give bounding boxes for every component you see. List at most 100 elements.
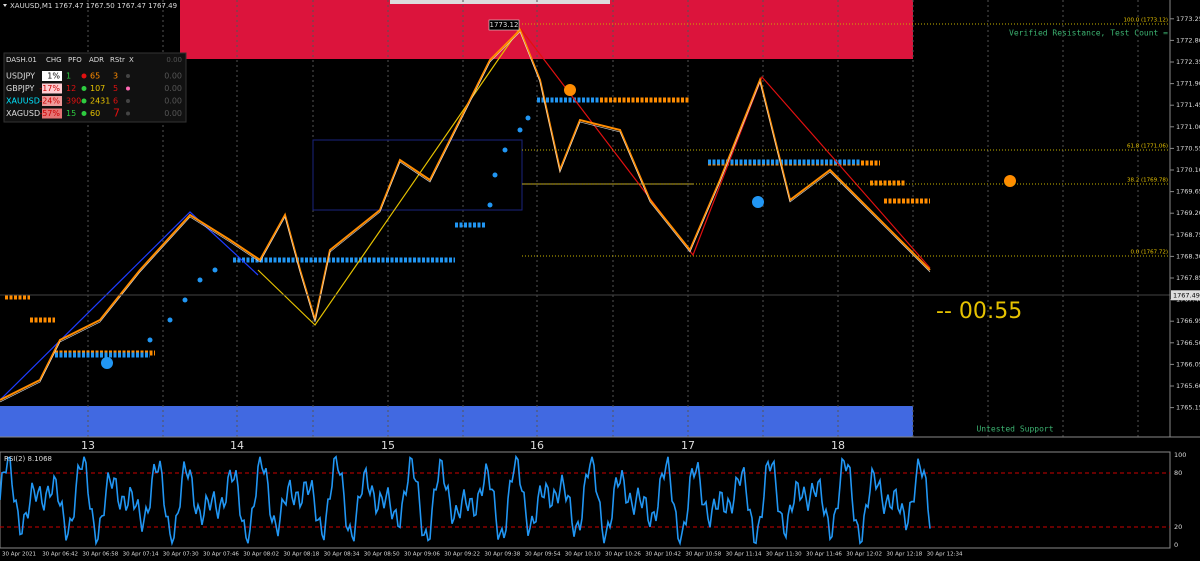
time-label: 30 Apr 09:38 [484, 552, 520, 558]
time-label: 30 Apr 09:22 [444, 552, 480, 558]
value: 0.00 [164, 109, 182, 118]
rstr: 6 [113, 97, 118, 106]
price-series [0, 28, 931, 401]
adr: 2431 [90, 97, 110, 106]
time-label: 30 Apr 07:14 [123, 552, 159, 558]
status-dot [81, 73, 87, 79]
price-tick-label: 1771.00 [1176, 123, 1200, 131]
pfo: 15 [66, 109, 76, 118]
price-tick-label: 1766.95 [1176, 317, 1200, 325]
price-axis: 1773.25 1772.80 1772.35 1771.90 1771.45 1771.… [1170, 15, 1200, 412]
time-label: 30 Apr 08:34 [324, 552, 360, 558]
countdown: -- 00:55 [936, 299, 1022, 324]
current-price-box [1171, 290, 1200, 301]
price-tick-label: 1766.05 [1176, 360, 1200, 368]
indicator-dots [147, 115, 531, 343]
flag-dot [126, 99, 130, 103]
price-tick-label: 1772.35 [1176, 58, 1200, 66]
fibonacci: 100.0 (1773.12) 61.8 (1771.06) 38.2 (1769.… [522, 18, 1170, 257]
flag-dot [126, 111, 130, 116]
fib-label: 38.2 (1769.78) [1127, 178, 1168, 184]
value: 0.00 [164, 72, 182, 81]
fib-label: 61.8 (1771.06) [1127, 144, 1168, 150]
adr: 65 [90, 72, 100, 81]
chart-title: XAUUSD,M1 1767.47 1767.50 1767.47 1767.4… [10, 2, 177, 10]
change: -57% [39, 109, 60, 118]
time-label: 30 Apr 10:58 [685, 552, 721, 558]
support-zone [0, 406, 913, 437]
dashboard-header: ADR [89, 56, 104, 64]
rsi-tick-label: 0 [1174, 541, 1178, 549]
time-label: 30 Apr 09:54 [525, 552, 561, 558]
day-label: 14 [230, 439, 244, 452]
value: 0.00 [164, 84, 182, 93]
price-tick-label: 1766.50 [1176, 339, 1200, 347]
time-label: 30 Apr 06:42 [42, 552, 78, 558]
time-label: 30 Apr 11:46 [806, 552, 842, 558]
rsi-indicator: 100 80 20 0 [0, 451, 1186, 549]
change-cell [42, 83, 62, 94]
price-tick-label: 1765.15 [1176, 404, 1200, 412]
time-label: 30 Apr 11:14 [726, 552, 762, 558]
dashboard-panel [3, 52, 187, 123]
high-label: 1773.12 [490, 21, 519, 29]
change-cell [42, 71, 62, 81]
price-tick-label: 1768.30 [1176, 252, 1200, 260]
change-cell [42, 96, 62, 106]
day-label: 18 [831, 439, 845, 452]
day-label: 16 [530, 439, 544, 452]
price-series-wick [0, 31, 931, 403]
price-tick-label: 1770.10 [1176, 166, 1200, 174]
pfo: 12 [66, 84, 76, 93]
time-label: 30 Apr 07:46 [203, 552, 239, 558]
resistance-zone [180, 0, 913, 59]
pfo: 390 [66, 97, 81, 106]
rsi-line [0, 454, 931, 547]
indicator-levels [5, 97, 930, 358]
time-label: 30 Apr 10:42 [645, 552, 681, 558]
time-label: 30 Apr 2021 [2, 552, 36, 558]
status-dot [81, 98, 87, 104]
scroll-bar[interactable] [390, 0, 610, 4]
value: 0.00 [164, 97, 182, 106]
day-label: 13 [81, 439, 95, 452]
price-tick-label: 1771.90 [1176, 80, 1200, 88]
time-label: 30 Apr 10:10 [565, 552, 601, 558]
price-tick-label: 1769.20 [1176, 209, 1200, 217]
symbol: GBPJPY [6, 84, 35, 93]
time-label: 30 Apr 08:50 [364, 552, 400, 558]
status-dot [81, 111, 87, 116]
high-label-box [488, 19, 520, 31]
range-box [312, 139, 523, 211]
current-price: 1767.49 [1173, 291, 1200, 299]
flag-dot [126, 86, 130, 91]
signal-dot [101, 357, 113, 369]
time-label: 30 Apr 06:58 [82, 552, 118, 558]
day-label: 15 [381, 439, 395, 452]
signal-dot [564, 84, 576, 96]
symbol: XAUUSD [6, 97, 40, 106]
dashboard-header: 0.00 [166, 56, 182, 64]
time-label: 30 Apr 12:18 [886, 552, 922, 558]
rstr: 7 [113, 107, 120, 120]
rsi-tick-label: 80 [1174, 469, 1182, 477]
rsi-tick-label: 20 [1174, 523, 1182, 531]
time-label: 30 Apr 08:02 [243, 552, 279, 558]
dashboard-header: CHG [46, 56, 62, 64]
price-tick-label: 1765.60 [1176, 382, 1200, 390]
menu-arrow[interactable] [3, 4, 7, 7]
signal-dot [752, 196, 764, 208]
status-dot [81, 86, 87, 91]
price-tick-label: 1769.65 [1176, 188, 1200, 196]
change: -17% [39, 84, 60, 93]
price-tick-label: 1770.55 [1176, 144, 1200, 152]
dashboard-header: DASH.01 [6, 56, 37, 64]
pfo: 1 [66, 72, 71, 81]
change-cell [42, 108, 62, 119]
resistance-label: Verified Resistance, Test Count = [1009, 29, 1168, 38]
dashboard-header: RStr [110, 56, 125, 64]
change: -24% [39, 97, 60, 106]
adr: 60 [90, 109, 100, 118]
rstr: 5 [113, 84, 118, 93]
